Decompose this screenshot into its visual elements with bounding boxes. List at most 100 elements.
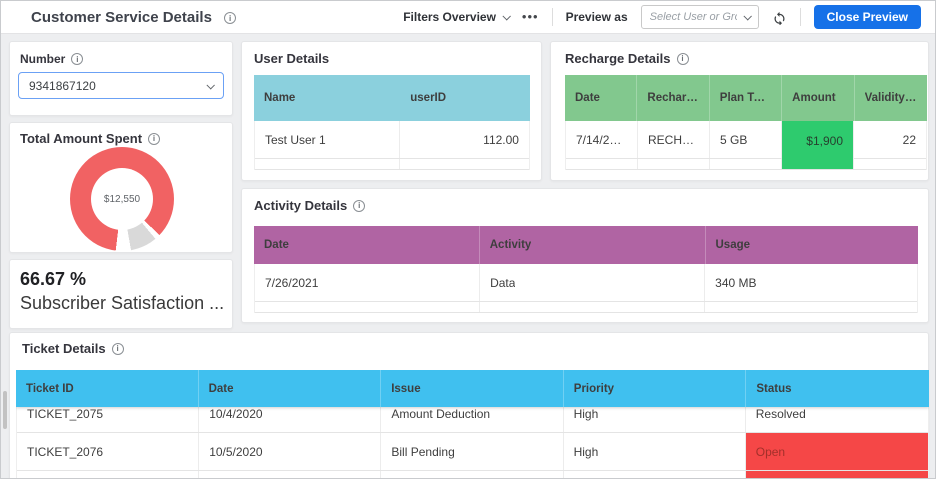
partial-row: [566, 159, 926, 170]
table-header-row: Date Activity Usage: [254, 226, 918, 264]
table-cell: 5 GB: [710, 121, 782, 158]
column-header[interactable]: Date: [254, 226, 480, 264]
info-icon[interactable]: [353, 199, 366, 212]
partial-row: [17, 471, 928, 478]
status-highlight-cell: [745, 471, 928, 478]
info-icon[interactable]: [224, 12, 237, 24]
recharge-details-title-text: Recharge Details: [565, 51, 671, 66]
column-header[interactable]: Validity in Da...: [864, 92, 917, 104]
table-cell: 7/14/2021: [566, 121, 638, 158]
table-body: 7/26/2021 Data 340 MB: [254, 264, 918, 313]
table-row: TICKET_2076 10/5/2020 Bill Pending High …: [17, 433, 928, 471]
total-amount-title-text: Total Amount Spent: [20, 131, 143, 146]
number-select-value: 9341867120: [29, 78, 96, 93]
table-cell: Resolved: [755, 407, 806, 421]
preview-as-label: Preview as: [565, 10, 628, 24]
amount-highlight-cell: $1,900: [782, 121, 854, 160]
info-icon[interactable]: [111, 342, 124, 355]
user-group-select-placeholder: Select User or Group: [649, 11, 737, 23]
vertical-scrollbar[interactable]: [3, 391, 7, 429]
activity-details-title: Activity Details: [254, 198, 366, 213]
table-cell: Test User 1: [255, 121, 401, 158]
info-icon[interactable]: [676, 52, 689, 65]
user-group-select[interactable]: Select User or Group: [640, 5, 759, 29]
table-cell: 22: [902, 132, 916, 147]
ticket-details-card: Ticket Details Ticket ID Date Issue Prio…: [9, 332, 929, 478]
table-cell: RECH_3191: [638, 121, 710, 158]
column-header[interactable]: Plan Type: [710, 75, 783, 121]
filters-overview-label: Filters Overview: [403, 10, 496, 24]
ticket-details-title-text: Ticket Details: [22, 341, 106, 356]
table-header-row: Ticket ID Date Issue Priority Status: [16, 370, 929, 407]
activity-details-card: Activity Details Date Activity Usage 7/2…: [241, 188, 929, 323]
donut-center-label: $12,550: [91, 168, 153, 230]
satisfaction-value: 66.67 %: [20, 269, 87, 289]
number-card: Number 9341867120: [9, 41, 233, 116]
satisfaction-label: Subscriber Satisfaction ...: [20, 293, 224, 313]
column-header[interactable]: Recharge ID: [637, 75, 710, 121]
table-header-row: Date Recharge ID Plan Type Amount Validi…: [565, 75, 927, 121]
table-cell: Data: [480, 264, 706, 301]
donut-chart[interactable]: $12,550: [70, 147, 174, 251]
recharge-details-table: Date Recharge ID Plan Type Amount Validi…: [565, 75, 927, 171]
filters-overview-dropdown[interactable]: Filters Overview: [403, 10, 511, 24]
column-header[interactable]: Name: [264, 92, 296, 104]
table-body: 7/14/2021 RECH_3191 5 GB $1,900 22: [565, 121, 927, 170]
total-amount-card: Total Amount Spent $12,550: [9, 122, 233, 253]
partial-row: [255, 159, 529, 170]
top-bar-actions: Filters Overview ••• Preview as Select U…: [403, 5, 935, 29]
column-header[interactable]: Usage: [715, 239, 751, 251]
column-header[interactable]: Amount: [782, 75, 855, 121]
table-cell: Bill Pending: [381, 433, 564, 470]
info-icon[interactable]: [71, 53, 84, 65]
amount-highlight-cell: [782, 159, 854, 169]
satisfaction-card: 66.67 % Subscriber Satisfaction ...: [9, 259, 233, 329]
table-cell: 112.00: [483, 132, 519, 147]
table-cell: 10/5/2020: [199, 433, 382, 470]
more-options-icon[interactable]: •••: [521, 9, 539, 24]
user-details-card: User Details Name userID Test User 1 112…: [241, 41, 542, 181]
table-body: TICKET_2075 10/4/2020 Amount Deduction H…: [16, 407, 929, 478]
total-amount-title: Total Amount Spent: [20, 131, 161, 146]
table-cell: 340 MB: [715, 275, 757, 290]
number-card-title: Number: [20, 52, 84, 66]
table-cell: 7/26/2021: [255, 264, 481, 301]
column-header[interactable]: Priority: [564, 370, 747, 407]
ticket-details-table: Ticket ID Date Issue Priority Status TIC…: [16, 370, 929, 478]
table-row: 7/26/2021 Data 340 MB: [255, 264, 917, 302]
info-icon[interactable]: [148, 132, 161, 145]
table-cell: TICKET_2076: [17, 433, 200, 470]
table-row: Test User 1 112.00: [255, 121, 529, 159]
recharge-details-card: Recharge Details Date Recharge ID Plan T…: [550, 41, 929, 181]
chevron-down-icon: [743, 12, 752, 21]
column-header[interactable]: Status: [756, 382, 792, 395]
divider: [551, 8, 553, 26]
table-body: Test User 1 112.00: [254, 121, 530, 170]
activity-details-table: Date Activity Usage 7/26/2021 Data 340 M…: [254, 226, 918, 314]
user-details-title-text: User Details: [254, 51, 330, 66]
column-header[interactable]: Issue: [381, 370, 564, 407]
page-title-text: Customer Service Details: [31, 8, 212, 26]
column-header[interactable]: Date: [199, 370, 382, 407]
table-cell: TICKET_2075: [17, 407, 200, 432]
column-header[interactable]: Ticket ID: [16, 370, 199, 407]
column-header[interactable]: Date: [565, 75, 638, 121]
partial-row: [255, 302, 917, 313]
top-bar: Customer Service Details Filters Overvie…: [1, 1, 935, 34]
user-details-table: Name userID Test User 1 112.00: [254, 75, 530, 171]
table-row: TICKET_2075 10/4/2020 Amount Deduction H…: [17, 407, 928, 433]
column-header[interactable]: userID: [410, 92, 447, 104]
user-details-title: User Details: [254, 51, 329, 66]
chevron-down-icon: [502, 12, 511, 21]
table-row: 7/14/2021 RECH_3191 5 GB $1,900 22: [566, 121, 926, 160]
close-preview-button[interactable]: Close Preview: [813, 5, 921, 29]
table-cell: Amount Deduction: [381, 407, 564, 432]
number-label: Number: [20, 52, 66, 66]
column-header[interactable]: Activity: [480, 226, 706, 264]
refresh-icon[interactable]: [772, 10, 787, 25]
number-select[interactable]: 9341867120: [18, 72, 224, 99]
table-cell: High: [564, 407, 746, 432]
divider: [799, 8, 801, 26]
table-header-row: Name userID: [254, 75, 530, 121]
